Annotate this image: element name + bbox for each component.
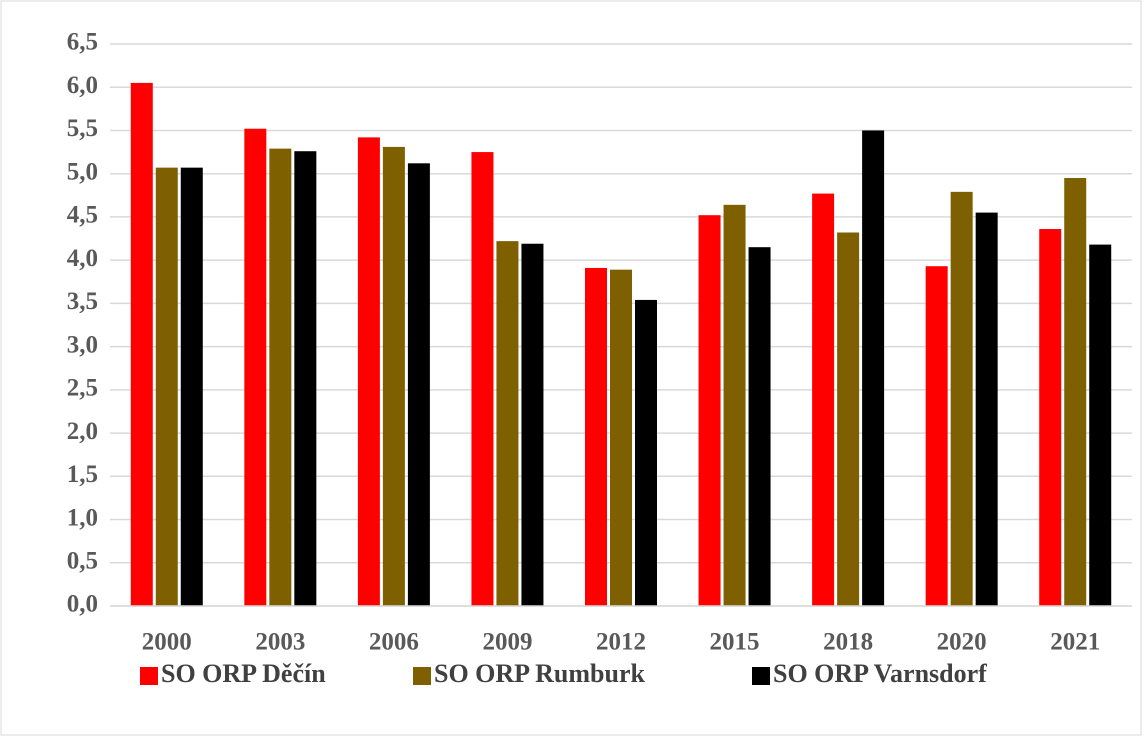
x-tick-label: 2012 xyxy=(596,629,646,656)
legend-label: SO ORP Děčín xyxy=(161,659,326,688)
y-tick-label: 6,5 xyxy=(67,29,98,56)
x-tick-label: 2021 xyxy=(1050,629,1100,656)
bar xyxy=(1064,178,1087,606)
bar xyxy=(723,204,746,606)
bar xyxy=(635,299,657,606)
bar xyxy=(382,146,405,607)
bar xyxy=(862,130,885,606)
x-tick-label: 2009 xyxy=(482,629,532,656)
legend-swatch xyxy=(413,667,431,685)
bar xyxy=(1089,244,1112,607)
bar xyxy=(496,241,519,606)
y-tick-label: 0,0 xyxy=(67,591,98,618)
bar xyxy=(950,191,973,606)
x-tick-label: 2015 xyxy=(710,629,760,656)
y-tick-label: 6,0 xyxy=(67,72,98,99)
x-tick-label: 2000 xyxy=(142,629,192,656)
legend: SO ORP Děčín SO ORP Rumburk SO ORP Varnsdo… xyxy=(140,659,987,688)
legend-swatch xyxy=(140,667,158,685)
bar xyxy=(294,151,317,606)
y-tick-label: 2,0 xyxy=(67,418,98,445)
bar xyxy=(975,212,998,606)
bar xyxy=(471,152,494,607)
y-tick-label: 3,5 xyxy=(67,288,98,315)
bar xyxy=(698,215,721,606)
bar xyxy=(244,128,267,607)
y-tick-label: 1,0 xyxy=(67,504,98,531)
bar xyxy=(610,269,632,606)
y-tick-label: 1,5 xyxy=(67,461,98,488)
y-tick-label: 5,0 xyxy=(67,158,98,185)
bar xyxy=(521,243,544,607)
y-tick-label: 0,5 xyxy=(67,548,98,575)
x-tick-label: 2020 xyxy=(937,629,987,656)
bar xyxy=(269,148,292,606)
bar xyxy=(155,167,178,606)
bar xyxy=(407,163,430,606)
legend-swatch xyxy=(752,667,770,685)
y-tick-label: 3,0 xyxy=(67,331,98,358)
bar xyxy=(180,167,203,606)
legend-label: SO ORP Varnsdorf xyxy=(773,659,987,688)
x-tick-label: 2003 xyxy=(255,629,305,656)
bar xyxy=(748,247,771,606)
bar xyxy=(925,266,948,606)
y-tick-label: 2,5 xyxy=(67,375,98,402)
bar xyxy=(357,137,380,606)
bar xyxy=(585,267,607,606)
bar xyxy=(837,232,860,607)
legend-label: SO ORP Rumburk xyxy=(434,659,645,688)
bar xyxy=(1039,229,1062,606)
y-tick-label: 4,5 xyxy=(67,202,98,229)
y-tick-label: 5,5 xyxy=(67,115,98,142)
x-tick-label: 2006 xyxy=(369,629,419,656)
y-tick-label: 4,0 xyxy=(67,245,98,272)
bar xyxy=(812,193,835,606)
x-tick-label: 2018 xyxy=(823,629,873,656)
bar xyxy=(130,82,153,606)
